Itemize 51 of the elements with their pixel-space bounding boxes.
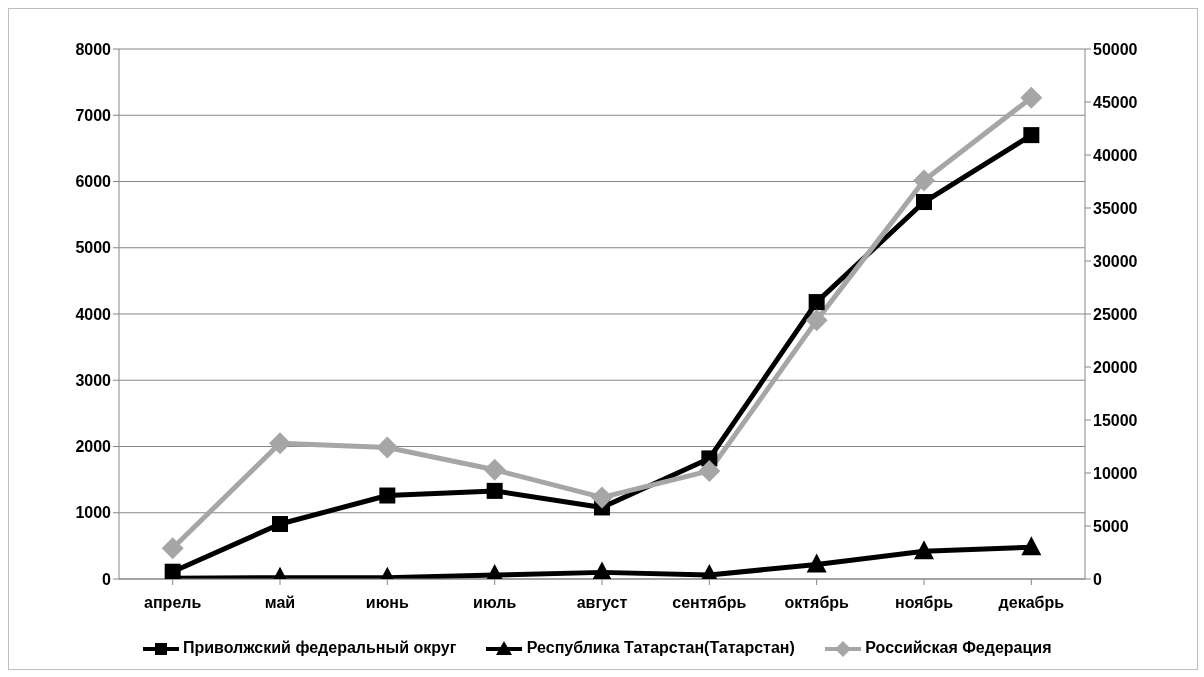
y2-tick-label: 5000 bbox=[1093, 517, 1129, 535]
legend-label: Республика Татарстан(Татарстан) bbox=[526, 639, 795, 656]
y2-tick-label: 35000 bbox=[1093, 199, 1138, 217]
point bbox=[913, 169, 935, 192]
point bbox=[805, 309, 828, 332]
point bbox=[161, 537, 184, 560]
x-tick-label: август bbox=[576, 594, 628, 612]
y-tick-label: 1000 bbox=[75, 504, 112, 522]
point bbox=[806, 553, 827, 573]
point bbox=[269, 432, 291, 455]
y2-tick-label: 10000 bbox=[1093, 464, 1138, 482]
x-tick-label: декабрь bbox=[998, 594, 1065, 612]
x-tick-label: апрель bbox=[144, 594, 202, 612]
point bbox=[591, 486, 613, 509]
point bbox=[1020, 86, 1043, 109]
y-tick-label: 0 bbox=[102, 570, 112, 588]
y-tick-label: 4000 bbox=[75, 305, 112, 323]
point bbox=[914, 540, 934, 560]
legend-label: Приволжский федеральный округ bbox=[182, 639, 457, 656]
point bbox=[1021, 536, 1042, 556]
y-tick-label: 2000 bbox=[75, 438, 112, 456]
legend-label: Российская Федерация bbox=[865, 639, 1052, 656]
y2-tick-label: 20000 bbox=[1093, 358, 1138, 376]
x-tick-label: сентябрь bbox=[672, 594, 747, 612]
point bbox=[483, 458, 506, 481]
y2-tick-label: 15000 bbox=[1093, 411, 1138, 429]
point bbox=[698, 459, 721, 482]
x-tick-label: ноябрь bbox=[894, 594, 954, 612]
y2-tick-label: 50000 bbox=[1093, 40, 1138, 58]
point bbox=[486, 482, 503, 499]
point bbox=[808, 294, 825, 311]
point bbox=[1023, 127, 1040, 144]
y-tick-label: 8000 bbox=[75, 40, 112, 58]
y-tick-label: 7000 bbox=[75, 106, 112, 124]
y2-tick-label: 0 bbox=[1093, 570, 1102, 588]
y-tick-label: 3000 bbox=[75, 371, 112, 389]
y2-tick-label: 40000 bbox=[1093, 146, 1138, 164]
y2-tick-label: 45000 bbox=[1093, 93, 1138, 111]
point bbox=[916, 194, 932, 211]
x-tick-label: октябрь bbox=[784, 594, 850, 612]
x-tick-label: июль bbox=[473, 594, 517, 612]
y2-tick-label: 30000 bbox=[1093, 252, 1138, 270]
y2-tick-label: 25000 bbox=[1093, 305, 1138, 323]
point bbox=[379, 487, 396, 504]
point bbox=[376, 436, 399, 459]
point bbox=[272, 516, 288, 533]
y-tick-label: 5000 bbox=[75, 239, 112, 257]
y-tick-label: 6000 bbox=[75, 173, 112, 191]
point bbox=[592, 561, 612, 579]
x-tick-label: май bbox=[264, 594, 296, 612]
x-tick-label: июнь bbox=[365, 594, 409, 612]
